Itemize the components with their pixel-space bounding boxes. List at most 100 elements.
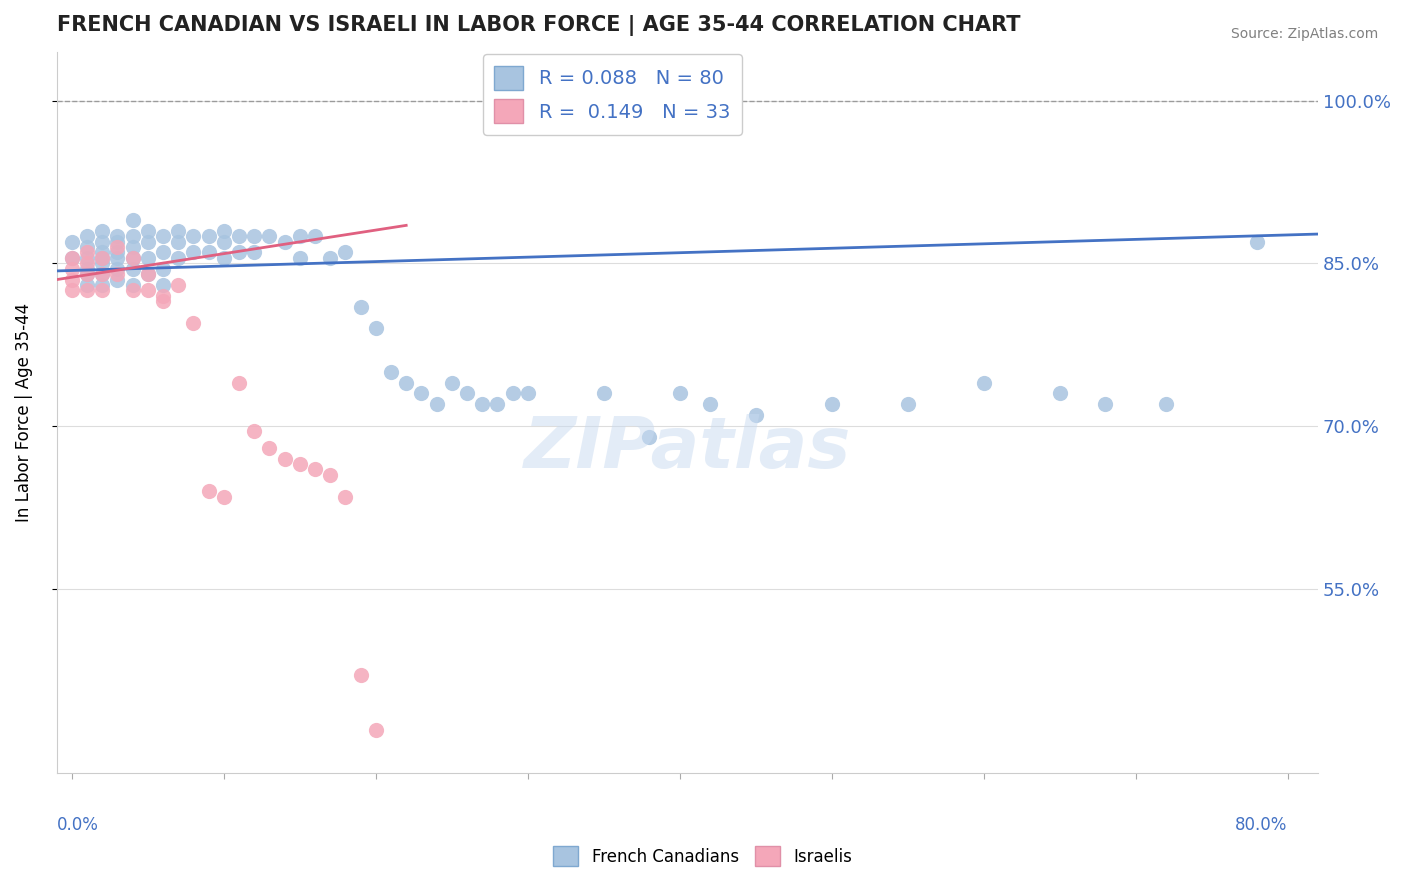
Point	[259, 229, 281, 244]
Point	[167, 251, 190, 265]
Point	[167, 235, 190, 249]
Point	[183, 316, 205, 330]
Point	[107, 272, 129, 286]
Point	[273, 451, 295, 466]
Point	[60, 272, 83, 286]
Point	[60, 251, 83, 265]
Point	[107, 245, 129, 260]
Point	[152, 229, 174, 244]
Point	[471, 397, 494, 411]
Point	[121, 213, 143, 227]
Point	[1094, 397, 1116, 411]
Point	[243, 425, 266, 439]
Point	[243, 245, 266, 260]
Point	[212, 251, 235, 265]
Point	[335, 245, 357, 260]
Text: Source: ZipAtlas.com: Source: ZipAtlas.com	[1230, 27, 1378, 41]
Point	[273, 235, 295, 249]
Point	[395, 376, 418, 390]
Point	[152, 278, 174, 293]
Point	[76, 261, 98, 276]
Point	[76, 267, 98, 281]
Point	[136, 235, 159, 249]
Point	[91, 235, 114, 249]
Point	[121, 229, 143, 244]
Point	[197, 229, 219, 244]
Point	[91, 267, 114, 281]
Point	[243, 229, 266, 244]
Point	[91, 256, 114, 270]
Point	[91, 251, 114, 265]
Point	[91, 251, 114, 265]
Point	[304, 229, 326, 244]
Point	[76, 240, 98, 254]
Point	[288, 229, 311, 244]
Point	[152, 294, 174, 309]
Point	[121, 240, 143, 254]
Text: ZIPatlas: ZIPatlas	[523, 414, 851, 483]
Point	[1154, 397, 1177, 411]
Point	[107, 229, 129, 244]
Point	[1049, 386, 1071, 401]
Point	[821, 397, 844, 411]
Point	[440, 376, 463, 390]
Point	[319, 467, 342, 482]
Point	[91, 267, 114, 281]
Y-axis label: In Labor Force | Age 35-44: In Labor Force | Age 35-44	[15, 303, 32, 522]
Point	[197, 245, 219, 260]
Point	[212, 224, 235, 238]
Point	[76, 256, 98, 270]
Point	[592, 386, 614, 401]
Point	[107, 251, 129, 265]
Point	[91, 224, 114, 238]
Point	[411, 386, 433, 401]
Point	[121, 261, 143, 276]
Point	[456, 386, 478, 401]
Point	[638, 430, 661, 444]
Point	[167, 278, 190, 293]
Point	[136, 224, 159, 238]
Legend: R = 0.088   N = 80, R =  0.149   N = 33: R = 0.088 N = 80, R = 0.149 N = 33	[482, 54, 742, 135]
Point	[76, 267, 98, 281]
Point	[121, 278, 143, 293]
Point	[668, 386, 690, 401]
Point	[380, 365, 402, 379]
Point	[228, 376, 250, 390]
Point	[121, 251, 143, 265]
Point	[107, 261, 129, 276]
Point	[91, 284, 114, 298]
Point	[288, 457, 311, 471]
Point	[91, 245, 114, 260]
Point	[76, 278, 98, 293]
Text: 80.0%: 80.0%	[1236, 816, 1288, 835]
Point	[502, 386, 524, 401]
Point	[183, 245, 205, 260]
Point	[136, 251, 159, 265]
Point	[76, 251, 98, 265]
Point	[60, 261, 83, 276]
Point	[364, 723, 387, 737]
Point	[121, 284, 143, 298]
Point	[76, 229, 98, 244]
Point	[152, 261, 174, 276]
Point	[486, 397, 509, 411]
Point	[60, 251, 83, 265]
Point	[107, 235, 129, 249]
Text: 0.0%: 0.0%	[56, 816, 98, 835]
Point	[304, 462, 326, 476]
Point	[167, 224, 190, 238]
Point	[319, 251, 342, 265]
Point	[288, 251, 311, 265]
Legend: French Canadians, Israelis: French Canadians, Israelis	[546, 838, 860, 875]
Point	[259, 441, 281, 455]
Point	[349, 668, 371, 682]
Point	[335, 490, 357, 504]
Point	[152, 245, 174, 260]
Point	[349, 300, 371, 314]
Point	[228, 245, 250, 260]
Point	[136, 267, 159, 281]
Point	[183, 229, 205, 244]
Point	[76, 245, 98, 260]
Point	[152, 289, 174, 303]
Point	[107, 240, 129, 254]
